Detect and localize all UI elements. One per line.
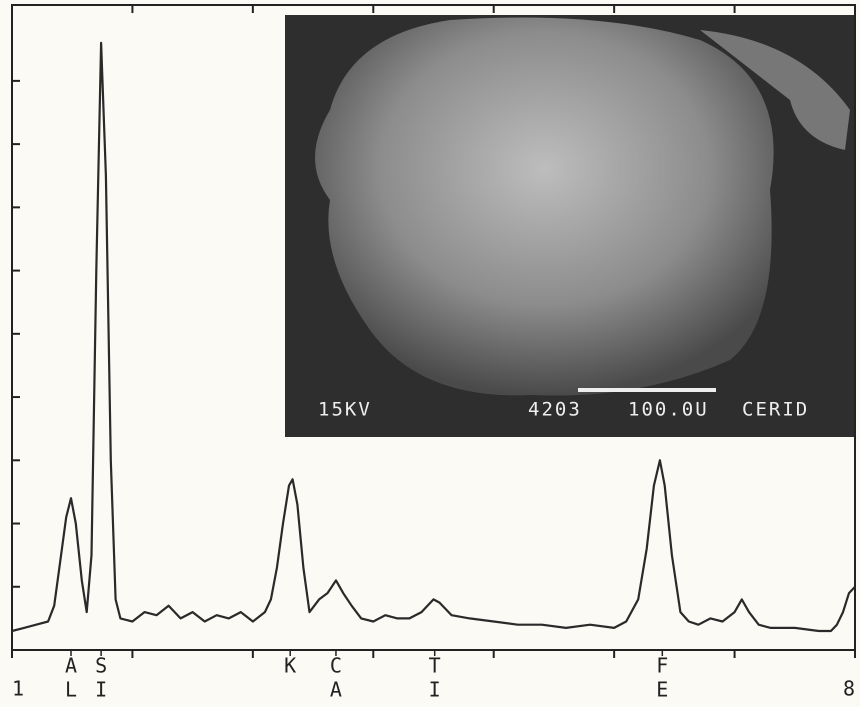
peak-label: I [429,678,441,702]
inset-scale: 100.0U [628,399,709,421]
plot-frame [11,4,856,651]
peak-label: T [429,654,441,678]
x-tick-label: 1 [12,677,24,701]
spectrum-line [11,41,856,633]
inset-voltage: 15KV [318,399,372,421]
peak-label: A [330,678,342,702]
peak-label: S [95,654,107,678]
peak-label: A [65,654,77,678]
peak-label: E [656,678,668,702]
inset-code: 4203 [528,399,582,421]
peak-label: I [95,678,107,702]
sem-image: 15KV 4203 100.0U CERID [285,15,855,437]
peak-label: L [65,678,77,702]
peak-label: C [330,654,342,678]
x-tick-label: 8 [843,677,855,701]
inset-lab: CERID [742,399,809,421]
peak-label: K [284,654,296,678]
peak-label: F [656,654,668,678]
